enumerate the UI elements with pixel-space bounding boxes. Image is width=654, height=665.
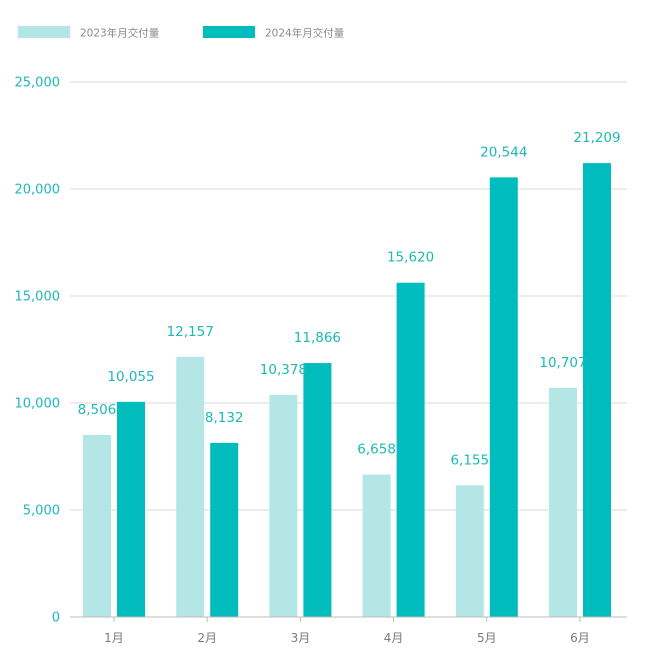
chart-legend: 2023年月交付量 2024年月交付量 [18, 26, 345, 40]
bar-2023 [83, 434, 111, 617]
data-label: 20,544 [480, 144, 527, 160]
x-tick-label: 5月 [477, 631, 497, 645]
data-label: 10,055 [107, 369, 154, 385]
data-label: 8,132 [205, 410, 244, 426]
y-tick-label: 10,000 [15, 397, 61, 412]
data-label: 10,378 [260, 362, 307, 378]
y-tick-label: 15,000 [15, 290, 61, 305]
bar-2024 [117, 401, 145, 617]
bar-2023 [269, 394, 298, 617]
x-tick-label: 1月 [104, 631, 124, 645]
bar-2024 [489, 177, 518, 617]
y-tick-label: 25,000 [15, 76, 61, 91]
bar-2024 [210, 442, 239, 617]
bar-2024 [303, 363, 332, 617]
bars [83, 163, 611, 618]
y-tick-label: 0 [52, 611, 60, 626]
data-label: 12,157 [167, 324, 214, 340]
data-label: 21,209 [573, 130, 620, 146]
legend-label-2024: 2024年月交付量 [265, 27, 345, 40]
bar-2024 [396, 282, 425, 617]
x-axis: 1月 2月 3月 4月 5月 6月 [70, 616, 627, 645]
legend-swatch-2023 [18, 26, 70, 38]
bar-2023 [455, 485, 484, 617]
data-label: 6,658 [357, 442, 396, 458]
y-tick-label: 5,000 [23, 504, 60, 519]
data-label: 10,707 [539, 355, 586, 371]
bar-2023 [549, 387, 577, 617]
data-label: 15,620 [387, 250, 434, 266]
x-tick-label: 6月 [570, 631, 590, 645]
x-tick-label: 3月 [291, 631, 311, 645]
y-tick-label: 20,000 [15, 183, 61, 198]
x-tick-label: 2月 [197, 631, 217, 645]
gridlines [70, 81, 627, 511]
y-axis: 0 5,000 10,000 15,000 20,000 25,000 [15, 76, 61, 626]
data-labels: 8,506 10,055 12,157 8,132 10,378 11,866 6,658 1… [78, 130, 621, 468]
x-tick-label: 4月 [384, 631, 404, 645]
legend-swatch-2024 [203, 26, 255, 38]
bar-2024 [583, 163, 611, 618]
bar-2023 [176, 356, 205, 617]
data-label: 6,155 [450, 452, 489, 468]
legend-label-2023: 2023年月交付量 [80, 27, 160, 40]
data-label: 8,506 [78, 402, 117, 418]
bar-2023 [362, 474, 391, 617]
data-label: 11,866 [294, 330, 341, 346]
